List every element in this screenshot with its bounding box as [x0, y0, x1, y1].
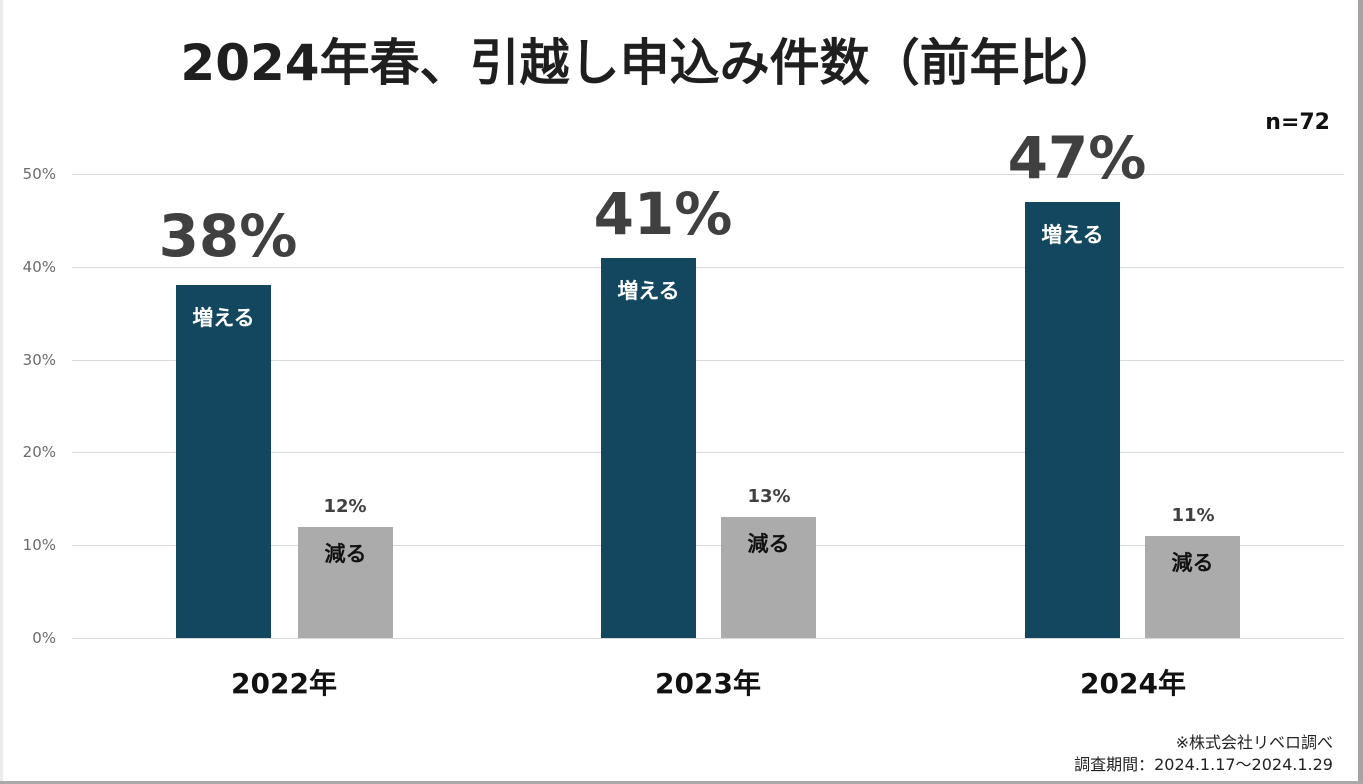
bar-series-label: 減る — [324, 542, 367, 566]
decrease-value-label: 13% — [747, 486, 791, 507]
survey-period-note: 調査期間：2024.1.17～2024.1.29 — [1074, 755, 1333, 774]
increase-value-label: 47% — [1007, 124, 1147, 192]
frame-shadow-bottom — [0, 781, 1363, 784]
gridline-50 — [72, 174, 1344, 175]
bar-decrease-2024: 減る — [1145, 536, 1240, 638]
source-note: ※株式会社リベロ調べ — [1175, 733, 1333, 752]
x-category-label: 2022年 — [231, 667, 337, 700]
y-tick-label: 50% — [22, 165, 56, 183]
gridline-0 — [72, 638, 1344, 639]
gridline-10 — [72, 545, 1344, 546]
decrease-value-label: 12% — [323, 496, 367, 517]
bar-series-label: 増える — [1041, 223, 1104, 247]
gridline-40 — [72, 267, 1344, 268]
bar-increase-2023: 増える — [601, 258, 696, 638]
bar-series-label: 減る — [747, 532, 790, 556]
bar-series-label: 増える — [192, 306, 255, 330]
x-category-label: 2024年 — [1080, 667, 1186, 700]
y-tick-label: 40% — [22, 258, 56, 276]
bar-increase-2024: 増える — [1025, 202, 1120, 638]
x-category-label: 2023年 — [655, 667, 761, 700]
bar-decrease-2022: 減る — [298, 527, 393, 638]
bar-series-label: 増える — [617, 279, 680, 303]
gridline-20 — [72, 452, 1344, 453]
increase-value-label: 41% — [593, 180, 733, 248]
bar-decrease-2023: 減る — [721, 517, 816, 638]
bar-series-label: 減る — [1171, 551, 1214, 575]
frame-shadow-right — [1358, 0, 1363, 784]
chart-title: 2024年春、引越し申込み件数（前年比） — [180, 34, 1120, 92]
y-tick-label: 0% — [32, 629, 56, 647]
sample-size-label: n=72 — [1265, 110, 1330, 135]
y-tick-label: 30% — [22, 351, 56, 369]
increase-value-label: 38% — [158, 202, 298, 270]
y-tick-label: 20% — [22, 443, 56, 461]
decrease-value-label: 11% — [1171, 505, 1215, 526]
y-tick-label: 10% — [22, 536, 56, 554]
bar-increase-2022: 増える — [176, 285, 271, 638]
gridline-30 — [72, 360, 1344, 361]
